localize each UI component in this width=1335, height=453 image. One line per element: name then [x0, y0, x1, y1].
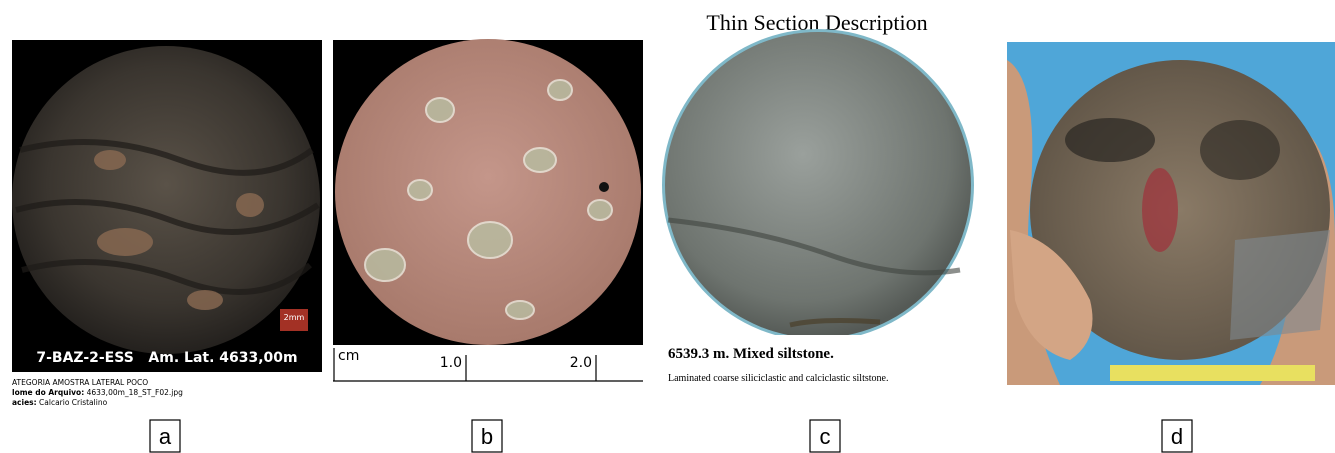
panel-letter: c — [820, 424, 831, 449]
measuring-tape — [1110, 365, 1315, 381]
panel-a: 2mm 7-BAZ-2-ESS Am. Lat. 4633,00m ATEGOR… — [12, 40, 322, 407]
inclusion — [599, 182, 609, 192]
sample-heading: 6539.3 m. Mixed siltstone. — [668, 346, 834, 362]
thin-section — [665, 32, 971, 338]
scale-unit: cm — [338, 348, 359, 364]
panel-c: Thin Section Description 6539.3 m. Mixed… — [662, 10, 974, 384]
panel-b: cm 1.0 2.0 — [333, 39, 643, 381]
grey-patch — [1230, 230, 1330, 340]
scale-tick-label: 1.0 — [440, 355, 462, 371]
red-patch — [1142, 168, 1178, 252]
caption-label: lome do Arquivo: — [12, 388, 84, 397]
image-label: 7-BAZ-2-ESS Am. Lat. 4633,00m — [36, 350, 297, 366]
dark-patch — [1065, 118, 1155, 162]
letter-boxes — [150, 420, 1192, 452]
scale-tick-label: 2.0 — [570, 355, 592, 371]
caption-line: acies: Calcario Cristalino — [12, 398, 108, 407]
figure: 2mm 7-BAZ-2-ESS Am. Lat. 4633,00m ATEGOR… — [0, 0, 1335, 453]
panel-letter: d — [1171, 424, 1183, 449]
core-sample — [335, 39, 641, 345]
panel-d — [1007, 42, 1335, 385]
scale-bar — [333, 348, 643, 381]
scale-label: 2mm — [284, 313, 305, 322]
panel-letter: b — [481, 424, 493, 449]
panel-letter: a — [159, 424, 172, 449]
sample-description: Laminated coarse siliciclastic and calci… — [668, 373, 888, 384]
caption-value: Calcario Cristalino — [39, 398, 108, 407]
caption-value: 4633,00m_18_ST_F02.jpg — [87, 388, 184, 397]
caption-line: ATEGORIA AMOSTRA LATERAL POCO — [12, 378, 148, 387]
caption-line: lome do Arquivo: 4633,00m_18_ST_F02.jpg — [12, 388, 183, 397]
dark-patch — [1200, 120, 1280, 180]
caption-label: acies: — [12, 398, 37, 407]
